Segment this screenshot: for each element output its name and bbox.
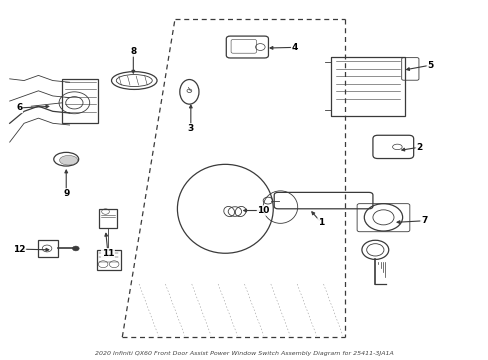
Text: 9: 9 [63,189,69,198]
Text: 2020 Infiniti QX60 Front Door Assist Power Window Switch Assembly Diagram for 25: 2020 Infiniti QX60 Front Door Assist Pow… [95,351,393,356]
Text: 6: 6 [16,103,22,112]
Text: 5: 5 [427,60,433,70]
Text: 10: 10 [257,206,269,215]
Circle shape [72,246,79,251]
Text: 2: 2 [415,143,422,152]
Text: 11: 11 [102,249,114,258]
Text: 4: 4 [291,43,297,52]
Text: 3: 3 [187,124,194,133]
Text: 1: 1 [317,218,324,227]
Text: 7: 7 [420,216,427,225]
Text: 12: 12 [13,245,25,254]
Ellipse shape [60,156,78,165]
Text: 8: 8 [130,47,136,56]
